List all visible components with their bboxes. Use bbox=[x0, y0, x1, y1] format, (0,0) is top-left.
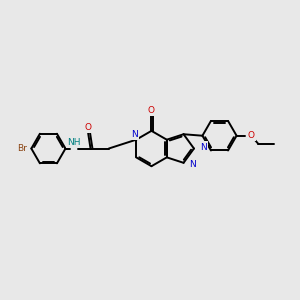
Text: Br: Br bbox=[17, 144, 27, 153]
Text: O: O bbox=[148, 106, 155, 115]
Text: NH: NH bbox=[67, 138, 80, 147]
Text: O: O bbox=[248, 131, 254, 140]
Text: N: N bbox=[200, 142, 207, 152]
Text: N: N bbox=[131, 130, 138, 139]
Text: N: N bbox=[190, 160, 196, 169]
Text: O: O bbox=[85, 123, 92, 132]
